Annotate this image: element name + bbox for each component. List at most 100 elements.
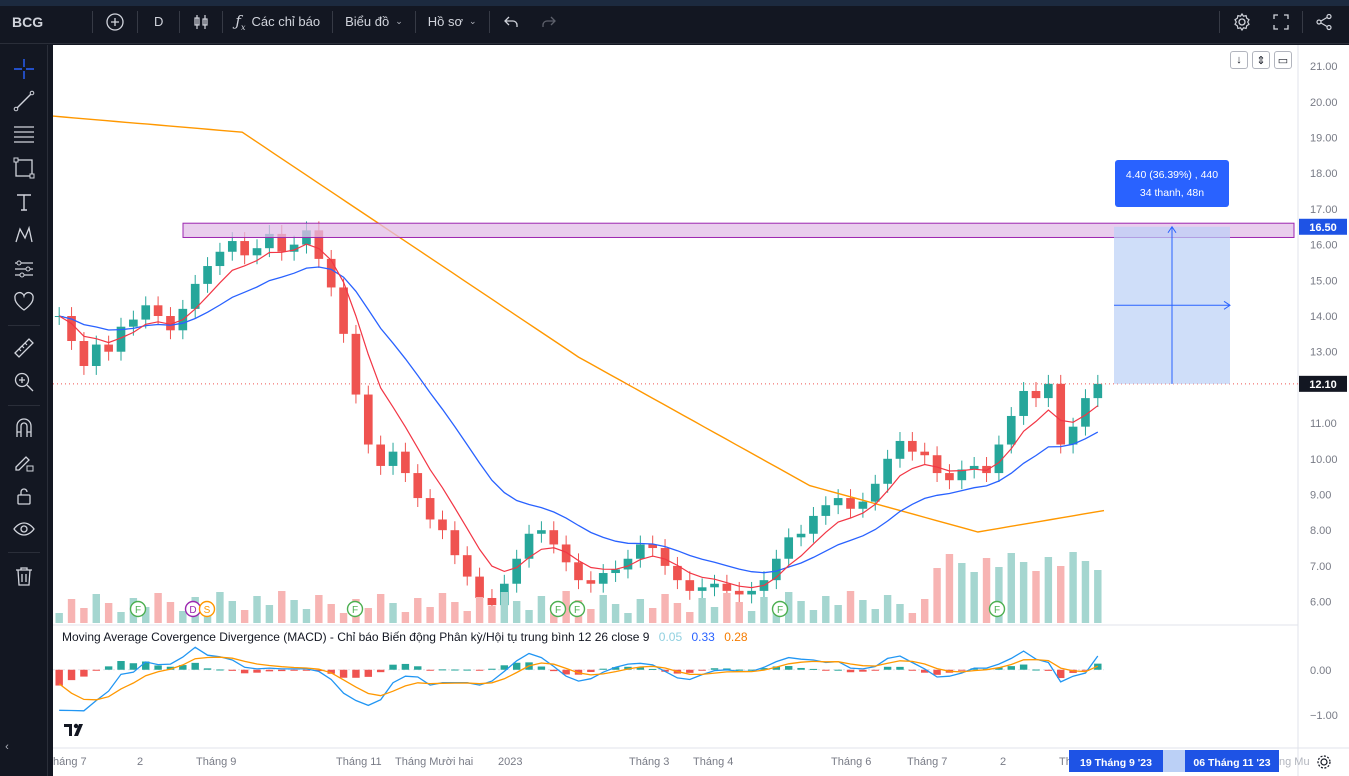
price-axis-tick: 7.00	[1310, 561, 1331, 573]
macd-histogram-bar	[327, 669, 335, 674]
zoom-in-tool[interactable]	[12, 370, 36, 394]
range-end-label: 06 Tháng 11 '23	[1193, 757, 1270, 769]
toolbar-divider	[222, 10, 224, 33]
fib-tool[interactable]	[12, 122, 36, 146]
time-axis-label: Tháng Mười hai	[395, 756, 473, 768]
time-axis-label: Tháng 11	[336, 756, 382, 768]
time-axis-label: Tháng 4	[693, 756, 733, 768]
maximize-pane-button[interactable]: ▭	[1274, 51, 1292, 69]
macd-histogram-bar	[475, 669, 484, 671]
macd-legend[interactable]: Moving Average Covergence Divergence (MA…	[62, 630, 748, 644]
candle-body	[91, 344, 101, 366]
macd-title: Moving Average Covergence Divergence (MA…	[62, 630, 650, 644]
chart-pane[interactable]: 21.00 20.00 19.00 18.00 17.00 16.00 15.00 14.00…	[53, 45, 1349, 776]
macd-histogram-bar	[587, 669, 595, 673]
toolbar-divider	[8, 552, 40, 553]
pattern-tool[interactable]	[12, 223, 36, 247]
time-axis-label: Tháng 3	[629, 756, 669, 768]
chart-type-button[interactable]	[182, 6, 220, 38]
drawing-toolbar: ‹	[0, 45, 48, 776]
crosshair-tool[interactable]	[12, 57, 36, 81]
candle-body	[1093, 383, 1103, 399]
macd-histogram-bar	[747, 669, 756, 671]
candle-body	[920, 451, 930, 456]
candle-body	[339, 287, 348, 334]
redo-button[interactable]	[530, 6, 568, 38]
macd-histogram-bar	[55, 669, 63, 686]
profile-menu[interactable]: Hồ sơ ⌄	[418, 6, 487, 38]
undo-button[interactable]	[492, 6, 530, 38]
candle-body	[512, 558, 522, 584]
collapse-pane-button[interactable]: ⇕	[1252, 51, 1270, 69]
toolbar-divider	[8, 325, 40, 326]
macd-histogram-bar	[463, 669, 471, 671]
shapes-tool[interactable]	[12, 156, 36, 180]
remove-drawings-tool[interactable]	[12, 564, 36, 588]
candle-body	[388, 451, 398, 466]
event-marker-label: D	[189, 605, 196, 616]
volume-bar	[142, 607, 150, 623]
axis-settings-icon[interactable]	[1317, 755, 1331, 769]
price-axis-tick: 18.00	[1310, 168, 1338, 180]
indicators-button[interactable]: ƒx Các chỉ báo	[225, 6, 330, 38]
prediction-tool[interactable]	[12, 257, 36, 281]
text-tool[interactable]	[12, 190, 36, 214]
macd-histogram-bar	[537, 666, 546, 670]
volume-bar	[525, 610, 533, 623]
volume-bar	[797, 601, 805, 623]
macd-histogram-bar	[834, 669, 842, 671]
price-axis-tick: 13.00	[1310, 347, 1338, 359]
candle-body	[635, 544, 645, 559]
macd-histogram-bar	[512, 662, 521, 670]
lock-drawing-tool[interactable]	[12, 450, 36, 474]
volume-bar	[339, 613, 348, 623]
trend-line-tool[interactable]	[12, 89, 36, 113]
candle-body	[994, 444, 1004, 474]
macd-histogram-bar	[784, 666, 793, 670]
macd-histogram-bar	[414, 666, 422, 670]
volume-bar	[104, 603, 113, 623]
range-start-label: 19 Tháng 9 '23	[1080, 757, 1152, 769]
volume-bar	[228, 601, 236, 623]
volume-bar	[982, 558, 991, 623]
macd-histogram-bar	[117, 661, 125, 670]
collapse-toolbar-button[interactable]: ‹	[0, 735, 14, 759]
candle-body	[957, 469, 967, 481]
measure-tool[interactable]	[12, 336, 36, 360]
price-chart[interactable]: 21.0020.0019.0018.0017.0016.0015.0014.00…	[53, 45, 1349, 776]
scroll-down-button[interactable]: ↓	[1230, 51, 1248, 69]
macd-histogram-bar	[451, 669, 459, 671]
candle-body	[932, 455, 942, 474]
volume-bar	[970, 572, 978, 623]
tradingview-logo[interactable]	[61, 718, 91, 742]
volume-bar	[1069, 552, 1077, 623]
fullscreen-button[interactable]	[1262, 6, 1300, 38]
symbol-search[interactable]: BCG	[12, 13, 44, 30]
macd-histogram-bar	[166, 666, 175, 670]
volume-bar	[921, 599, 929, 623]
icons-tool[interactable]	[12, 290, 36, 314]
volume-bar	[587, 609, 595, 623]
compare-symbol-button[interactable]	[95, 6, 135, 38]
lock-all-tool[interactable]	[12, 484, 36, 508]
text-icon	[17, 194, 31, 211]
chart-layout-menu[interactable]: Biểu đồ ⌄	[335, 6, 413, 38]
settings-button[interactable]	[1222, 6, 1262, 38]
visibility-tool[interactable]	[12, 517, 36, 541]
candle-body	[697, 587, 707, 591]
price-axis-tick: 6.00	[1310, 597, 1331, 609]
candle-body	[487, 598, 497, 606]
collapse-icon: ⇕	[1256, 54, 1266, 67]
candle-body	[1044, 383, 1053, 399]
event-marker	[568, 600, 586, 618]
volume-bar	[710, 607, 719, 623]
chevron-down-icon: ⌄	[469, 16, 477, 26]
share-button[interactable]	[1305, 6, 1343, 38]
candle-body	[1006, 415, 1016, 445]
interval-button[interactable]: D	[154, 14, 164, 29]
event-marker	[771, 600, 789, 618]
macd-signal-value: 0.28	[724, 630, 748, 644]
price-axis-tick: 8.00	[1310, 525, 1331, 537]
magnet-tool[interactable]	[12, 416, 36, 440]
